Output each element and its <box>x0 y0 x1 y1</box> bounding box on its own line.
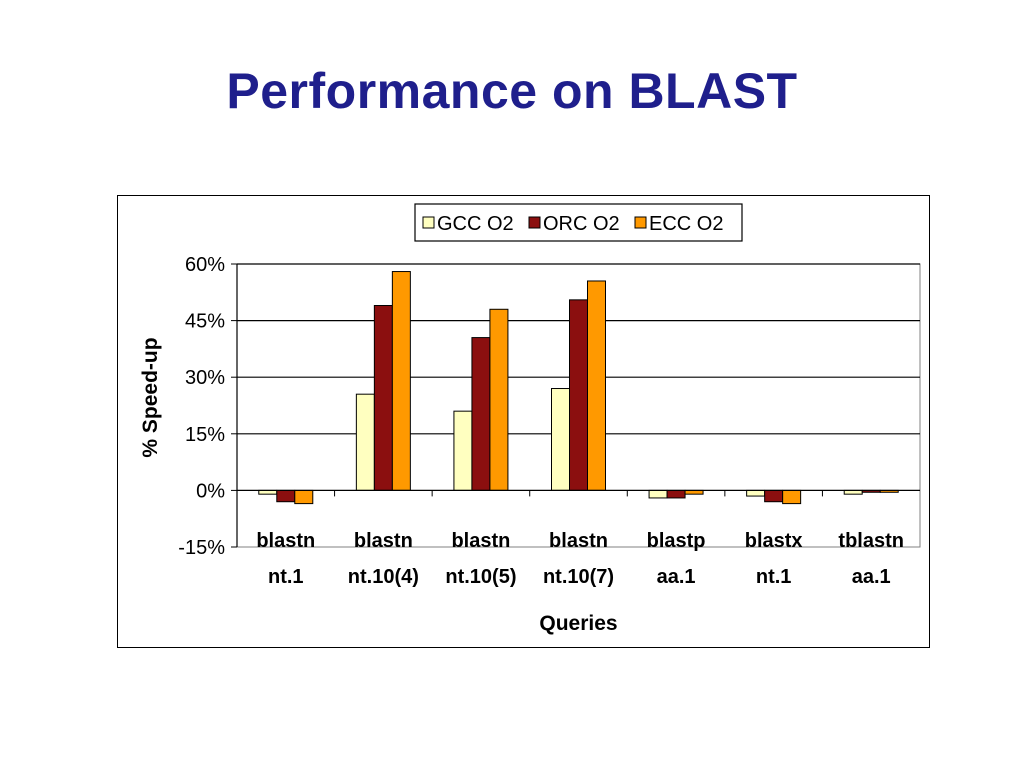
legend-box <box>414 203 743 242</box>
x-tick-label: aa.1 <box>852 566 891 588</box>
legend: GCC O2 ORC O2 ECC O2 <box>414 203 743 242</box>
bar-gcc-o2 <box>355 393 375 491</box>
bar-gcc-o2 <box>648 489 668 499</box>
legend-swatch <box>422 216 435 229</box>
x-tick-label: tblastn <box>838 530 904 552</box>
y-tick-label: 45% <box>185 311 225 333</box>
x-tick-label: nt.1 <box>268 566 304 588</box>
x-tick-label: nt.10(5) <box>445 566 516 588</box>
y-tick-label: 60% <box>185 254 225 276</box>
bar-gcc-o2 <box>551 388 570 491</box>
bar-orc-o2 <box>373 305 393 491</box>
legend-label: GCC O2 <box>437 213 514 235</box>
y-tick-label: 0% <box>196 480 225 502</box>
y-tick-label: -15% <box>178 537 225 559</box>
bars <box>258 271 899 505</box>
axes <box>231 263 920 548</box>
bar-ecc-o2 <box>587 280 606 491</box>
legend-label: ORC O2 <box>543 213 620 235</box>
bar-orc-o2 <box>471 337 491 491</box>
bar-orc-o2 <box>276 489 296 503</box>
legend-label: ECC O2 <box>649 213 723 235</box>
legend-swatch <box>528 216 541 229</box>
slide-title: Performance on BLAST <box>226 63 798 119</box>
x-tick-label: nt.10(4) <box>348 566 419 588</box>
axis-labels: 60% 45% 30% 15% 0% -15% blastn nt.1 blastn nt.10(… <box>139 254 904 635</box>
bar-gcc-o2 <box>453 410 473 491</box>
bar-orc-o2 <box>666 489 686 499</box>
x-tick-label: blastx <box>745 530 803 552</box>
x-tick-label: blastn <box>354 530 413 552</box>
x-tick-label: blastp <box>647 530 706 552</box>
y-tick-label: 30% <box>185 367 225 389</box>
x-tick-label: blastn <box>549 530 608 552</box>
bar-orc-o2 <box>764 489 784 503</box>
x-tick-label: aa.1 <box>657 566 696 588</box>
bar-ecc-o2 <box>782 489 802 505</box>
bar-ecc-o2 <box>294 489 314 505</box>
bar-ecc-o2 <box>391 271 411 491</box>
legend-swatch <box>634 216 647 229</box>
x-tick-label: nt.10(7) <box>543 566 614 588</box>
bar-gcc-o2 <box>746 489 766 497</box>
bar-chart: 60% 45% 30% 15% 0% -15% blastn nt.1 blastn nt.10(… <box>139 203 921 635</box>
chart-frame: 60% 45% 30% 15% 0% -15% blastn nt.1 blastn nt.10(… <box>117 195 930 648</box>
y-axis-title: % Speed-up <box>139 337 162 457</box>
x-axis-title: Queries <box>539 612 617 635</box>
y-tick-label: 15% <box>185 424 225 446</box>
x-tick-label: blastn <box>451 530 510 552</box>
x-tick-label: blastn <box>256 530 315 552</box>
bar-ecc-o2 <box>489 308 509 491</box>
bar-orc-o2 <box>569 299 588 491</box>
x-tick-label: nt.1 <box>756 566 792 588</box>
